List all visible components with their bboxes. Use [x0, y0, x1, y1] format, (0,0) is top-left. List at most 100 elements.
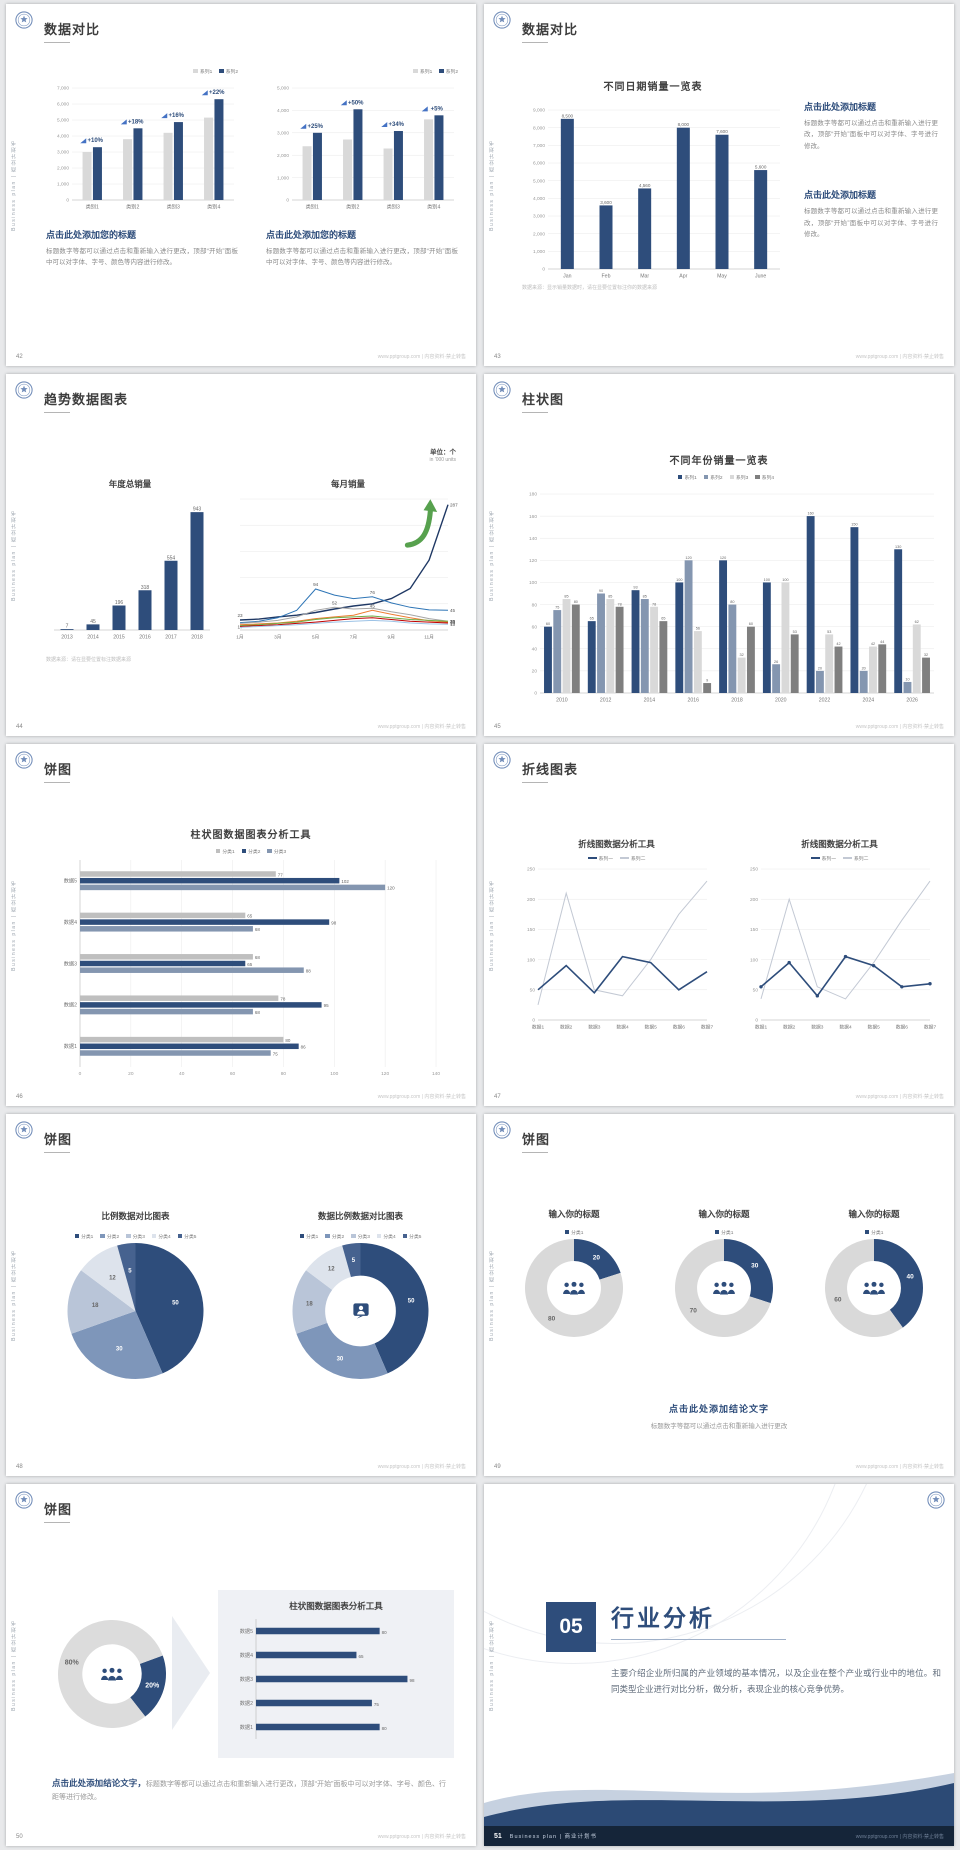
section-number: 05 [546, 1602, 596, 1652]
slide-50-thumbnail[interactable]: Business plan | 商业计划书 饼图 20% 80% 柱状图数据图表分… [6, 1484, 476, 1846]
svg-text:6,000: 6,000 [533, 161, 545, 167]
logo-icon [493, 1121, 511, 1139]
side-watermark-text: Business plan | 商业计划书 [11, 1619, 17, 1711]
svg-text:60: 60 [532, 624, 538, 630]
svg-text:+5%: +5% [431, 106, 444, 112]
slide-title: 折线图表 [522, 759, 578, 783]
svg-text:62: 62 [915, 620, 919, 624]
side-watermark-text: Business plan | 商业计划书 [11, 879, 17, 971]
panel-title: 折线图数据分析工具 [801, 839, 878, 849]
slide-48-thumbnail[interactable]: Business plan | 商业计划书 饼图 比例数据对比图表 分类1 分类2… [6, 1114, 476, 1476]
panel-title: 数据比例数据对比图表 [317, 1211, 403, 1221]
page-number: 43 [494, 354, 501, 360]
logo-icon [15, 1491, 33, 1509]
divider-line [611, 1639, 786, 1641]
svg-text:26: 26 [774, 660, 778, 664]
svg-text:250: 250 [527, 867, 535, 873]
conclusion-lead: 点击此处添加结论文字， [52, 1778, 146, 1788]
svg-text:4,560: 4,560 [639, 183, 651, 188]
footer-watermark: www.pptgroup.com | 内容资料·禁止转售 [855, 1833, 944, 1840]
horizontal-bar-chart: 分类1 分类2 分类3 0 20 40 60 80 100 120 140 数据5 77 102 120 数据… [63, 848, 441, 1077]
svg-text:60: 60 [834, 1297, 842, 1304]
svg-text:2,000: 2,000 [277, 153, 289, 159]
horizontal-bar-chart: 数据5 80 数据4 65 数据3 98 数据2 75 数据1 80 [232, 1615, 440, 1743]
svg-text:45: 45 [90, 619, 96, 625]
svg-text:数据6: 数据6 [673, 1024, 686, 1031]
svg-text:数据7: 数据7 [924, 1024, 937, 1031]
slide-title: 数据对比 [44, 19, 100, 43]
donut-column: 输入你的标题 分类1 40 60 [806, 1208, 942, 1339]
svg-text:3,000: 3,000 [533, 214, 545, 220]
slide-44-thumbnail[interactable]: Business plan | 商业计划书 趋势数据图表 单位：个 in '00… [6, 374, 476, 736]
svg-text:+18%: +18% [128, 119, 144, 125]
svg-text:60: 60 [230, 1071, 236, 1077]
svg-text:80: 80 [382, 1630, 388, 1635]
donut-column: 输入你的标题 分类1 20 80 [506, 1208, 642, 1339]
unit-label: 单位：个 [430, 449, 456, 456]
svg-text:100: 100 [676, 578, 682, 582]
line-chart-panel: 折线图数据分析工具 系列一 系列二 250 200 150 100 50 0 数据1 数据2 数据3… [518, 838, 715, 1031]
chart-row: 比例数据对比图表 分类1 分类2 分类3 分类4 分类5 50 30 18 12 5 数据比例数据… [34, 1210, 462, 1381]
svg-text:+34%: +34% [388, 122, 404, 128]
slide-46-thumbnail[interactable]: Business plan | 商业计划书 饼图 柱状图数据图表分析工具 分类1… [6, 744, 476, 1106]
svg-text:5: 5 [352, 1258, 356, 1264]
svg-text:数据2: 数据2 [64, 1001, 77, 1009]
donut-chart: 分类1 20 80 [518, 1227, 630, 1339]
svg-text:50: 50 [172, 1301, 179, 1307]
slide-45-thumbnail[interactable]: Business plan | 商业计划书 柱状图 不同年份销量一览表 系列1 系… [484, 374, 954, 736]
svg-text:Mar: Mar [640, 274, 649, 280]
svg-text:90: 90 [599, 589, 603, 593]
svg-text:Apr: Apr [679, 274, 687, 280]
svg-text:42: 42 [836, 642, 840, 646]
conclusion-heading: 点击此处添加结论文字 [668, 1404, 769, 1414]
conclusion-block: 点击此处添加结论文字，标题数字等都可以通过点击和重新输入进行更改，顶部“开始”面… [52, 1776, 446, 1804]
donut-wrap: 分类1 20 80 [518, 1227, 630, 1339]
slide-51-thumbnail[interactable]: Business plan | 商业计划书 05 行业分析 主要介绍企业所归属的… [484, 1484, 954, 1846]
donut-wrap: 分类1 40 60 [818, 1227, 930, 1339]
unit-note: 单位：个 in '000 units [429, 446, 456, 463]
svg-text:45: 45 [450, 608, 456, 613]
svg-text:75: 75 [374, 1702, 380, 1707]
page-number: 42 [16, 354, 23, 360]
svg-text:100: 100 [529, 580, 537, 586]
svg-text:2018: 2018 [731, 698, 743, 704]
svg-text:0: 0 [755, 1018, 758, 1024]
footer-watermark: www.pptgroup.com | 内容资料·禁止转售 [855, 1464, 944, 1470]
svg-text:150: 150 [750, 927, 758, 933]
page-number: 50 [16, 1834, 23, 1840]
slide-42-thumbnail[interactable]: Business plan | 商业计划书 数据对比 系列1 系列2 7,000 6,… [6, 4, 476, 366]
trend-arrow-icon [404, 497, 438, 549]
slide-title: 饼图 [44, 1499, 72, 1523]
slide-47-thumbnail[interactable]: Business plan | 商业计划书 折线图表 折线图数据分析工具 系列一… [484, 744, 954, 1106]
placeholder-body: 标题数字等都可以通过点击和重新输入进行更改，顶部“开始”面板中可以对字体、字号进… [804, 120, 938, 150]
panel-title: 柱状图数据图表分析工具 [289, 1601, 383, 1611]
svg-text:20%: 20% [145, 1683, 160, 1690]
annual-sales-panel: 年度总销量 2013 7 2014 45 2015 196 2016 318 2017 554 20… [46, 478, 214, 641]
svg-text:200: 200 [527, 897, 535, 903]
slide-49-thumbnail[interactable]: Business plan | 商业计划书 饼图 输入你的标题 分类1 20 80 … [484, 1114, 954, 1476]
svg-text:5,600: 5,600 [755, 165, 767, 170]
donut-chart: 分类1 分类2 分类3 分类4 分类5 50 30 18 12 5 [288, 1231, 433, 1381]
donut-wrap: 分类1 分类2 分类3 分类4 分类5 50 30 18 12 5 [288, 1231, 433, 1381]
side-watermark-text: Business plan | 商业计划书 [489, 139, 495, 231]
placeholder-heading: 点击此处添加标题 [804, 190, 877, 201]
placeholder-heading: 点击此处添加标题 [804, 102, 877, 112]
svg-text:80: 80 [382, 1726, 388, 1731]
svg-text:80: 80 [285, 1038, 291, 1043]
svg-text:100: 100 [764, 578, 770, 582]
slide-title: 趋势数据图表 [44, 389, 128, 413]
svg-text:80: 80 [548, 1316, 556, 1323]
line-chart-smooth: 系列一 系列二 250 200 150 100 50 0 数据1 数据2 数据3 数据4 数据5 数据6 数… [526, 856, 714, 1031]
svg-text:150: 150 [851, 523, 857, 527]
unit-sublabel: in '000 units [429, 457, 456, 463]
logo-icon [493, 381, 511, 399]
wave-decoration [484, 1773, 954, 1827]
panel-title: 年度总销量 [108, 479, 152, 489]
slide-43-thumbnail[interactable]: Business plan | 商业计划书 数据对比 不同日期销量一览表 9,0… [484, 4, 954, 366]
svg-text:5,000: 5,000 [533, 178, 545, 184]
svg-text:+22%: +22% [209, 90, 225, 96]
svg-text:30: 30 [337, 1356, 344, 1362]
svg-text:18: 18 [450, 620, 456, 625]
text-block: 点击此处添加您的标题 标题数字等都可以通过点击和重新输入进行更改，顶部“开始”面… [46, 228, 238, 269]
